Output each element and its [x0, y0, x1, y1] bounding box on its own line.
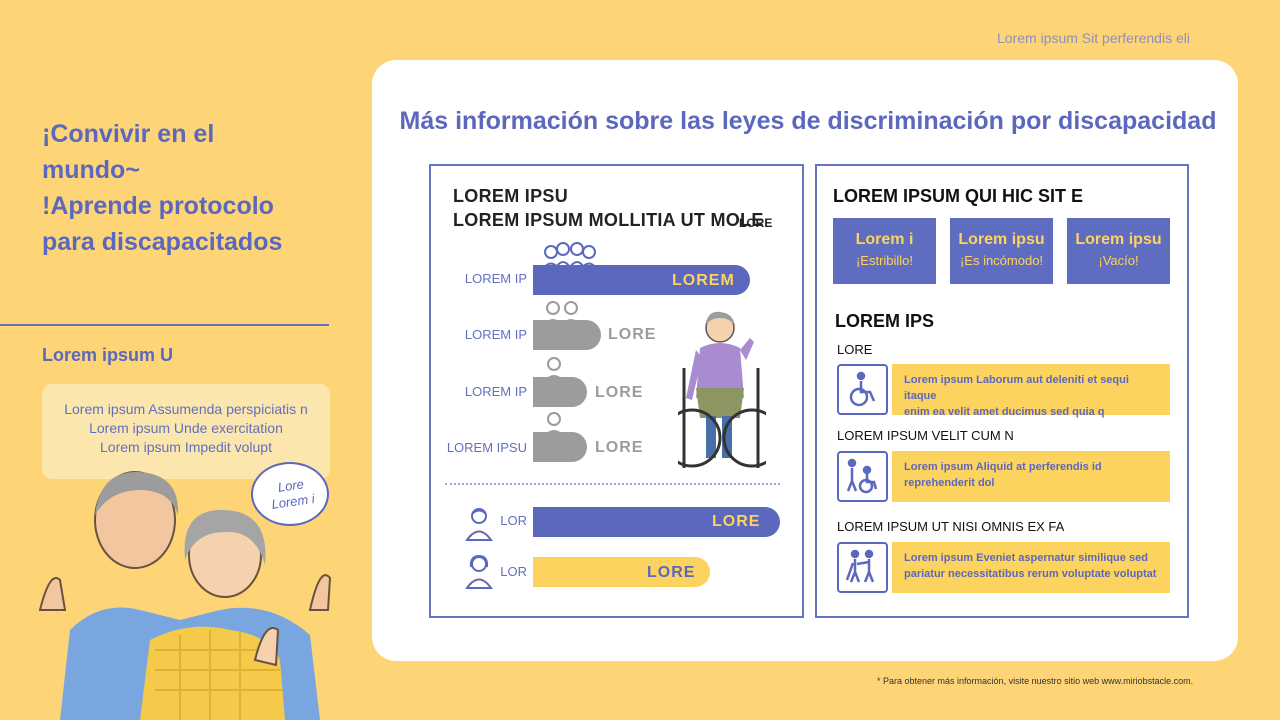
- stats-heading-extra: LORE: [739, 216, 773, 230]
- left-title-line: mundo~: [42, 156, 140, 184]
- woman-icon: [465, 554, 493, 589]
- types-heading: LOREM IPSUM QUI HIC SIT E: [833, 186, 1084, 206]
- group-people-icon: [541, 242, 599, 270]
- row-label: LOREM IP: [464, 327, 527, 342]
- desc-line: reprehenderit dol: [904, 477, 995, 489]
- left-subtitle: Lorem ipsum U: [42, 345, 174, 365]
- row-label: LOR: [500, 564, 527, 579]
- category-desc: Lorem ipsum Aliquid at perferendis id re…: [892, 451, 1170, 502]
- top-note: Lorem ipsum Sit perferendis eli: [997, 30, 1190, 46]
- tile-title: Lorem ipsu: [1075, 231, 1162, 248]
- man-icon: [465, 508, 493, 541]
- stat-bar-text: LOREM: [672, 272, 735, 289]
- row-label: LOREM IP: [464, 384, 527, 399]
- wheelchair-icon: [837, 364, 888, 415]
- category-label: LOREM IPSUM UT NISI OMNIS EX FA: [837, 519, 1065, 534]
- stat-bar: [533, 320, 601, 350]
- caregiver-wheelchair-icon: [837, 451, 888, 502]
- tile-sub: ¡Vacío!: [1098, 253, 1139, 268]
- stat-bar: [533, 265, 750, 295]
- left-title: ¡Convivir en el mundo~ !Aprende protocol…: [42, 116, 342, 260]
- stat-bar-text: LORE: [595, 439, 644, 456]
- speech-bubble: [251, 462, 329, 526]
- stats-heading-1: LOREM IPSU: [453, 186, 569, 206]
- panel-divider: [445, 483, 780, 485]
- row-label: LOREM IP: [464, 271, 527, 286]
- tile-sub: ¡Es incómodo!: [959, 253, 1044, 268]
- desc-line: pariatur necessitatibus rerum voluptate …: [904, 568, 1157, 580]
- tile-title: Lorem ipsu: [958, 231, 1045, 248]
- desc-line: enim ea velit amet ducimus sed quia q: [904, 406, 1105, 418]
- row-label: LOR: [500, 513, 527, 528]
- tile: Lorem ipsu ¡Es incómodo!: [950, 218, 1053, 284]
- tile: Lorem ipsu ¡Vacío!: [1067, 218, 1170, 284]
- gender-bar-text: LORE: [647, 564, 696, 581]
- tile: Lorem i ¡Estribillo!: [833, 218, 936, 284]
- desc-line: Lorem ipsum Eveniet aspernatur similique…: [904, 552, 1148, 564]
- stat-bar-text: LORE: [595, 384, 644, 401]
- left-box-line: Lorem ipsum Assumenda perspiciatis n: [64, 401, 308, 417]
- types-heading-2: LOREM IPS: [835, 311, 935, 331]
- tile-sub: ¡Estribillo!: [855, 253, 914, 268]
- left-box-line: Lorem ipsum Unde exercitation: [89, 420, 283, 436]
- left-info-box: Lorem ipsum Assumenda perspiciatis n Lor…: [42, 384, 330, 479]
- left-box-line: Lorem ipsum Impedit volupt: [100, 439, 272, 455]
- row-label: LOREM IPSU: [446, 440, 527, 455]
- main-title: Más información sobre las leyes de discr…: [399, 107, 1217, 135]
- gender-bar: [533, 557, 710, 587]
- category-desc: Lorem ipsum Eveniet aspernatur similique…: [892, 542, 1170, 593]
- left-title-line: ¡Convivir en el: [42, 120, 215, 148]
- stat-bar: [533, 432, 587, 462]
- stats-heading-2: LOREM IPSUM MOLLITIA UT MOLE: [453, 210, 764, 230]
- category-label: LOREM IPSUM VELIT CUM N: [837, 428, 1014, 443]
- gender-bar-text: LORE: [712, 513, 761, 530]
- desc-line: Lorem ipsum Aliquid at perferendis id: [904, 461, 1102, 473]
- elderly-couple-illustration: [38, 471, 332, 720]
- category-label: LORE: [837, 342, 873, 357]
- stat-bar-text: LORE: [608, 326, 657, 343]
- gender-bar: [533, 507, 780, 537]
- footnote: * Para obtener más información, visite n…: [877, 676, 1194, 686]
- left-divider: [0, 324, 329, 326]
- stat-bar: [533, 377, 587, 407]
- blind-guide-icon: [837, 542, 888, 593]
- left-title-line: para discapacitados: [42, 228, 283, 256]
- desc-line: Lorem ipsum Laborum aut deleniti et sequ…: [904, 374, 1129, 402]
- tile-title: Lorem i: [855, 231, 914, 248]
- wheelchair-woman-illustration: [678, 311, 766, 468]
- left-title-line: !Aprende protocolo: [42, 192, 274, 220]
- category-desc: Lorem ipsum Laborum aut deleniti et sequ…: [892, 364, 1170, 418]
